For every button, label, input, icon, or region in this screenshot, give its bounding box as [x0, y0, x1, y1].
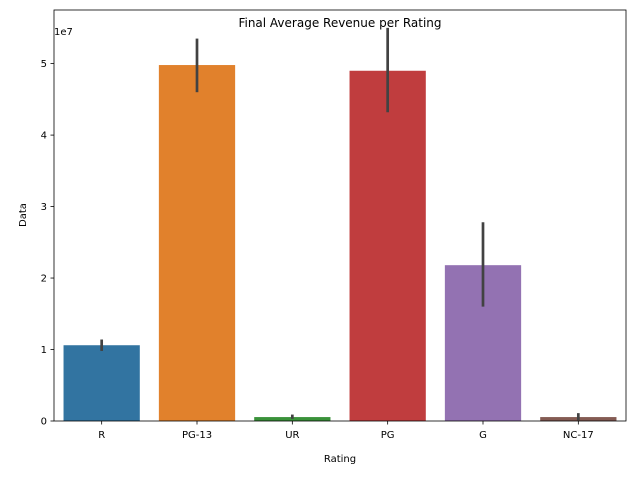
x-axis-ticks: R PG-13 UR PG G NC-17	[98, 421, 594, 441]
bar-ur	[254, 417, 331, 421]
y-axis-ticks: 0 1 2 3 4 5	[41, 59, 54, 428]
x-tick-label: PG-13	[182, 430, 212, 441]
bar-r	[63, 345, 140, 421]
bars-group	[63, 65, 617, 421]
x-tick-label: UR	[285, 430, 299, 441]
y-tick-label: 2	[41, 274, 47, 285]
bar-pg-13	[158, 65, 236, 421]
x-tick-label: PG	[381, 430, 395, 441]
y-tick-label: 4	[41, 131, 47, 142]
chart-title: Final Average Revenue per Rating	[238, 16, 441, 30]
x-axis-label: Rating	[324, 454, 356, 465]
x-tick-label: NC-17	[563, 430, 594, 441]
plot-frame	[53, 9, 627, 422]
error-bars-group	[100, 27, 580, 421]
y-axis-label: Data	[18, 203, 29, 227]
bar-pg	[349, 70, 426, 421]
y-tick-label: 5	[41, 59, 47, 70]
x-tick-label: R	[98, 430, 105, 441]
y-tick-label: 0	[41, 417, 47, 428]
y-tick-label: 1	[41, 345, 47, 356]
x-tick-label: G	[479, 430, 487, 441]
y-offset-label: 1e7	[54, 27, 73, 38]
y-tick-label: 3	[41, 202, 47, 213]
